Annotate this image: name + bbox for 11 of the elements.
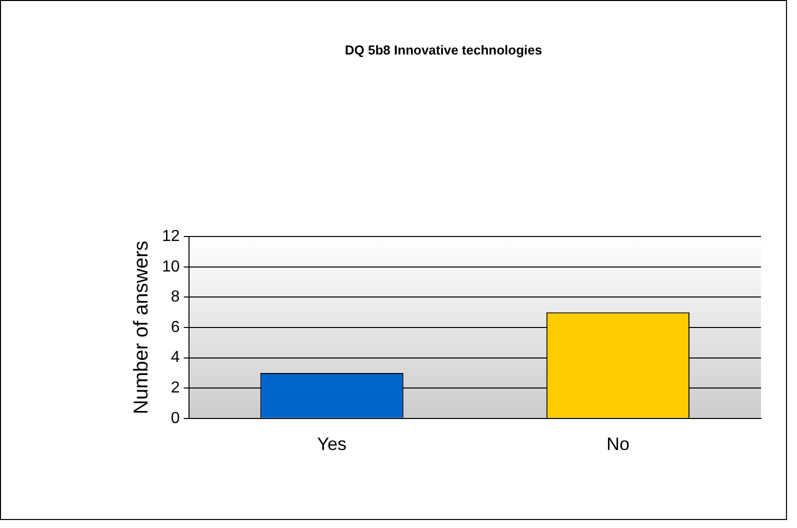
y-tick-label: 8 xyxy=(170,288,180,306)
y-tick-label: 6 xyxy=(170,318,180,336)
y-tick-label: 0 xyxy=(170,410,180,427)
y-tick-label: 10 xyxy=(162,258,180,276)
y-tick-label: 2 xyxy=(170,380,180,397)
x-tick-label: Yes xyxy=(317,434,347,454)
y-axis-title: Number of answers xyxy=(130,240,153,414)
y-tick-label: 12 xyxy=(162,228,180,246)
chart-title: DQ 5b8 Innovative technologies xyxy=(344,42,542,58)
x-tick-label: No xyxy=(606,434,630,454)
y-tick-label: 4 xyxy=(170,349,180,366)
